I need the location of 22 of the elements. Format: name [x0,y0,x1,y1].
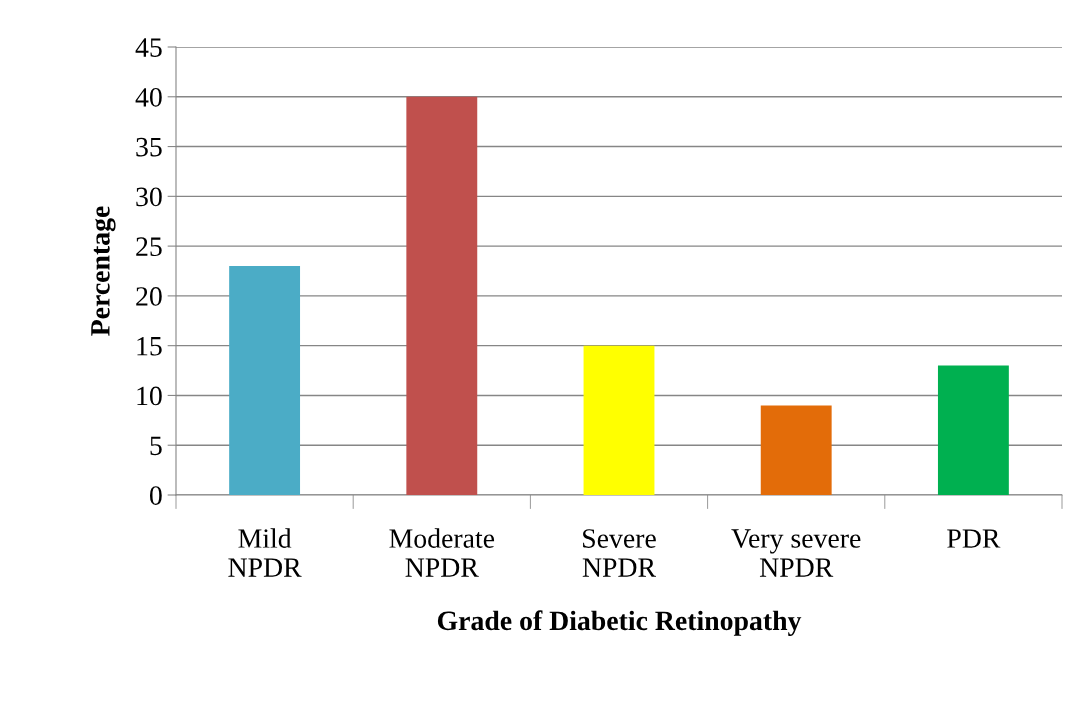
x-tick-label: Very severe NPDR [731,529,861,577]
y-tick-label: 5 [150,436,162,456]
y-tick-label: 10 [137,386,162,406]
x-tick-label: Severe NPDR [582,529,657,577]
bar [937,365,1009,495]
y-tick-label: 45 [135,38,162,57]
bar [229,266,301,495]
y-tick-label: 25 [136,237,162,257]
y-axis-title: Percentage [91,206,116,336]
y-tick-label: 20 [136,287,162,306]
x-axis-title: Grade of Diabetic Retinopathy [437,610,802,636]
bar [406,96,478,495]
y-tick-label: 0 [149,486,162,505]
y-tick-label: 35 [136,137,162,157]
x-tick-label: PDR [947,529,1001,548]
bar [760,405,832,495]
bar [583,345,655,495]
y-tick-label: 15 [137,336,162,356]
y-tick-label: 40 [135,87,162,107]
y-tick-label: 30 [136,187,162,207]
x-tick-label: Mild NPDR [228,528,302,577]
x-tick-label: Moderate NPDR [389,528,495,577]
